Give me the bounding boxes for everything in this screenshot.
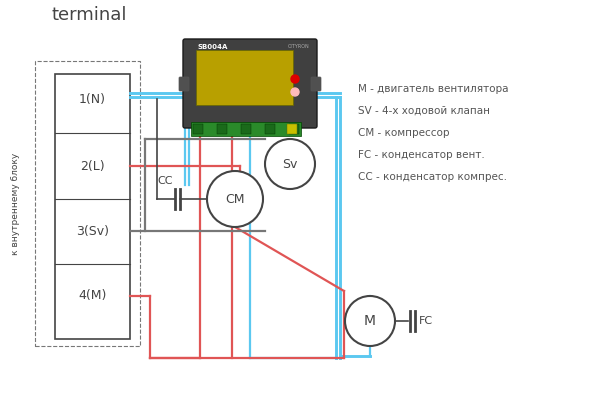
Circle shape [345,296,395,346]
FancyBboxPatch shape [289,124,299,134]
Text: M - двигатель вентилятора: M - двигатель вентилятора [358,84,508,94]
Circle shape [291,75,299,83]
Text: SV - 4-х ходовой клапан: SV - 4-х ходовой клапан [358,106,490,116]
Text: 4(M): 4(M) [78,290,107,303]
FancyBboxPatch shape [193,124,203,134]
FancyBboxPatch shape [55,74,130,339]
FancyBboxPatch shape [179,77,189,91]
Circle shape [207,171,263,227]
FancyBboxPatch shape [265,124,275,134]
Text: CITYRON: CITYRON [287,44,309,49]
Text: SB004A: SB004A [197,44,227,50]
FancyBboxPatch shape [287,124,297,134]
Text: Sv: Sv [282,158,298,171]
Text: FC: FC [419,316,433,326]
FancyBboxPatch shape [241,124,251,134]
FancyBboxPatch shape [191,122,301,136]
Text: CM - компрессор: CM - компрессор [358,128,450,138]
Text: M: M [364,314,376,328]
FancyBboxPatch shape [217,124,227,134]
Text: 1(N): 1(N) [79,93,106,106]
FancyBboxPatch shape [311,77,321,91]
Text: CC: CC [157,176,173,186]
Text: 2(L): 2(L) [80,160,105,173]
FancyBboxPatch shape [183,39,317,128]
Text: CM: CM [225,193,245,206]
Text: 3(Sv): 3(Sv) [76,225,109,238]
Text: CC - конденсатор компрес.: CC - конденсатор компрес. [358,172,507,182]
Text: к внутреннему блоку: к внутреннему блоку [12,153,21,255]
Circle shape [291,88,299,96]
Circle shape [265,139,315,189]
FancyBboxPatch shape [196,50,293,105]
Text: terminal: terminal [52,6,127,24]
Text: FC - конденсатор вент.: FC - конденсатор вент. [358,150,485,160]
